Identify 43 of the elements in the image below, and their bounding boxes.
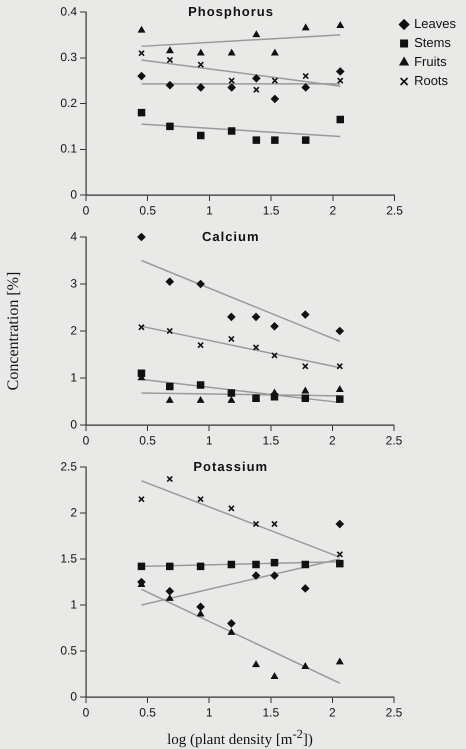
x-tick-label: 0.5 <box>139 434 156 448</box>
x-tick-label: 0 <box>82 434 90 448</box>
x-tick-label: 0.5 <box>139 706 156 720</box>
y-tick-label: 0 <box>70 417 78 432</box>
y-tick-label: 0.5 <box>60 643 78 658</box>
x-tick-label: 1.5 <box>262 434 280 448</box>
x-tick-label: 1.5 <box>262 706 280 720</box>
chart-title: Phosphorus <box>188 4 274 19</box>
legend-label: Fruits <box>414 54 448 70</box>
x-tick-label: 2 <box>329 434 336 448</box>
x-tick-label: 2.5 <box>386 434 403 448</box>
y-tick-label: 0.4 <box>60 4 78 18</box>
x-tick-label: 0 <box>82 204 90 218</box>
x-tick-label: 1 <box>206 434 213 448</box>
y-tick-label: 0.1 <box>60 142 78 156</box>
x-tick-label: 1 <box>206 706 213 720</box>
y-tick-label: 2.5 <box>60 459 78 474</box>
y-tick-label: 0 <box>70 187 78 202</box>
x-tick-label: 2 <box>329 706 336 720</box>
y-tick-label: 4 <box>70 229 78 244</box>
y-tick-label: 1.5 <box>60 551 78 566</box>
x-axis-title: log (plant density [m$^{-2}$]) <box>166 727 314 749</box>
y-tick-label: 2 <box>70 505 78 520</box>
x-tick-label: 1.5 <box>262 204 280 218</box>
y-tick-label: 0.2 <box>60 96 78 110</box>
chart-title: Potassium <box>193 459 268 474</box>
legend-label: Stems <box>414 35 452 50</box>
x-tick-label: 0 <box>82 706 90 720</box>
y-tick-label: 1 <box>70 597 78 612</box>
y-tick-label: 1 <box>70 370 78 384</box>
chart-title: Calcium <box>202 229 260 244</box>
y-tick-label: 0.3 <box>60 50 78 64</box>
x-tick-label: 0.5 <box>139 204 156 218</box>
x-tick-label: 2.5 <box>386 204 404 218</box>
y-tick-label: 0 <box>70 689 78 704</box>
y-tick-label: 3 <box>70 276 78 290</box>
x-tick-label: 2 <box>330 204 337 218</box>
y-tick-label: 2 <box>70 323 78 338</box>
legend-label: Leaves <box>414 16 456 32</box>
x-tick-label: 2.5 <box>386 706 403 720</box>
legend-label: Roots <box>414 73 449 88</box>
y-axis-title: Concentration [%] <box>4 272 22 390</box>
x-tick-label: 1 <box>206 204 214 218</box>
